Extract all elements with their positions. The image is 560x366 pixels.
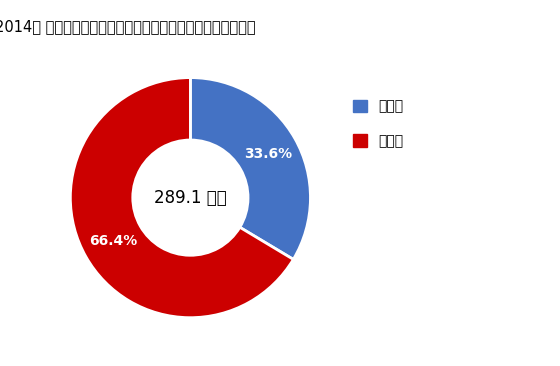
Text: 289.1 億円: 289.1 億円 — [154, 188, 227, 207]
Wedge shape — [190, 78, 310, 259]
Text: 66.4%: 66.4% — [89, 234, 137, 249]
Wedge shape — [71, 78, 293, 318]
Legend: 卸売業, 小売業: 卸売業, 小売業 — [353, 100, 404, 148]
Text: 2014年 商業年間商品販売額にしめる卸売業と小売業のシェア: 2014年 商業年間商品販売額にしめる卸売業と小売業のシェア — [0, 19, 256, 34]
Text: 33.6%: 33.6% — [244, 147, 292, 161]
